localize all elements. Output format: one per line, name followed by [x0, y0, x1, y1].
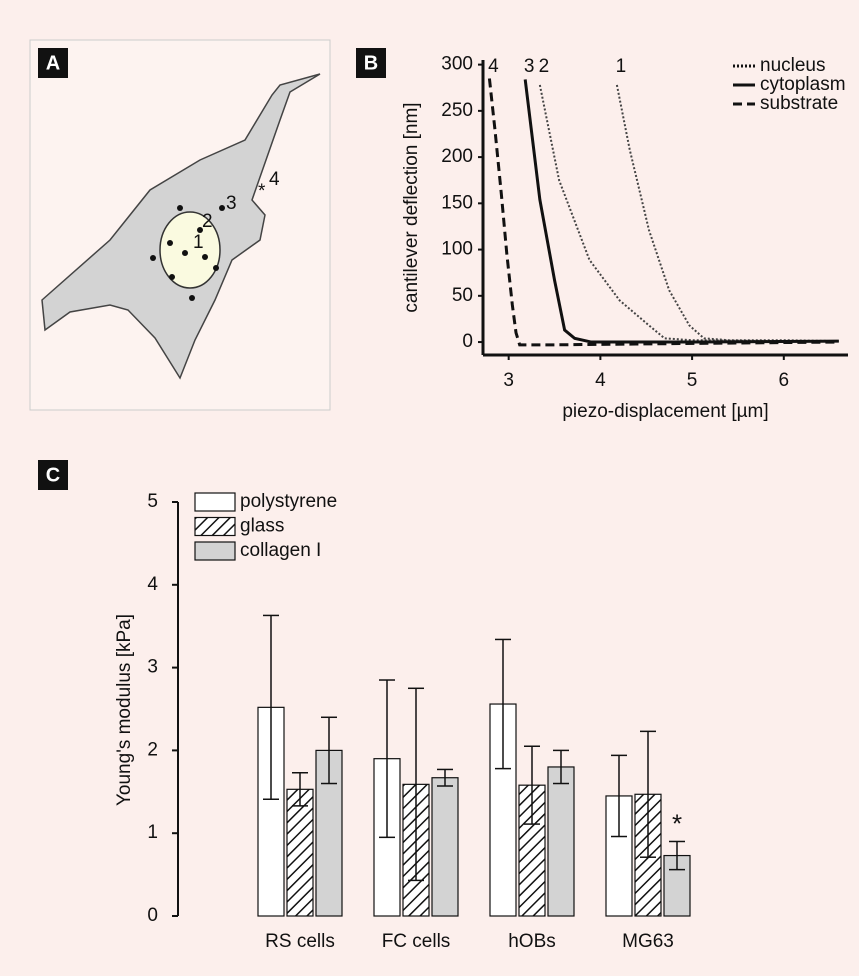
panel-label: A	[46, 52, 60, 74]
x-tick-label: 3	[503, 370, 514, 391]
legend-swatch	[195, 542, 235, 560]
y-tick-label: 50	[452, 285, 473, 306]
x-tick-label: hOBs	[508, 931, 556, 952]
legend-swatch	[195, 493, 235, 511]
bar	[287, 789, 313, 916]
y-tick-label: 300	[441, 54, 473, 75]
annotation: *	[672, 808, 682, 838]
panel-label: C	[46, 464, 60, 486]
x-axis-label: piezo-displacement [µm]	[562, 401, 768, 422]
panel-label: B	[364, 52, 378, 74]
y-tick-label: 0	[462, 331, 473, 352]
y-tick-label: 2	[147, 739, 158, 760]
legend-label: cytoplasm	[760, 74, 846, 95]
legend-label: nucleus	[760, 55, 826, 76]
y-axis-label: Young's modulus [kPa]	[114, 614, 135, 806]
y-tick-label: 5	[147, 491, 158, 512]
bar	[548, 767, 574, 916]
point-label: 3	[226, 193, 237, 214]
point-label: 2	[202, 211, 213, 232]
legend-swatch	[195, 518, 235, 536]
legend-label: collagen I	[240, 540, 321, 561]
x-tick-label: 5	[687, 370, 698, 391]
point-marker: *	[258, 181, 266, 202]
y-tick-label: 4	[147, 574, 158, 595]
curve	[525, 79, 839, 342]
x-tick-label: MG63	[622, 931, 674, 952]
legend-label: substrate	[760, 93, 838, 114]
x-tick-label: 6	[779, 370, 790, 391]
point-label: 1	[193, 232, 204, 253]
curve	[540, 85, 839, 341]
x-tick-label: FC cells	[382, 931, 451, 952]
x-tick-label: RS cells	[265, 931, 335, 952]
y-tick-label: 0	[147, 905, 158, 926]
y-tick-label: 3	[147, 657, 158, 678]
curve-label: 2	[539, 56, 550, 77]
y-tick-label: 100	[441, 239, 473, 260]
bar	[432, 778, 458, 916]
x-tick-label: 4	[595, 370, 606, 391]
y-tick-label: 250	[441, 100, 473, 121]
y-tick-label: 150	[441, 192, 473, 213]
point-label: 4	[269, 169, 280, 190]
legend-label: polystyrene	[240, 491, 337, 512]
y-axis-label: cantilever deflection [nm]	[401, 102, 422, 312]
y-tick-label: 200	[441, 146, 473, 167]
curve	[617, 85, 839, 341]
curve-label: 4	[488, 56, 499, 77]
figure: 1 2 3 * 4 A B C 0501001502002503003456pi…	[0, 0, 859, 976]
panel-a: 1 2 3 * 4 A	[30, 40, 330, 410]
curve-label: 3	[524, 56, 535, 77]
y-tick-label: 1	[147, 822, 158, 843]
curve-label: 1	[616, 56, 627, 77]
legend-label: glass	[240, 516, 284, 537]
